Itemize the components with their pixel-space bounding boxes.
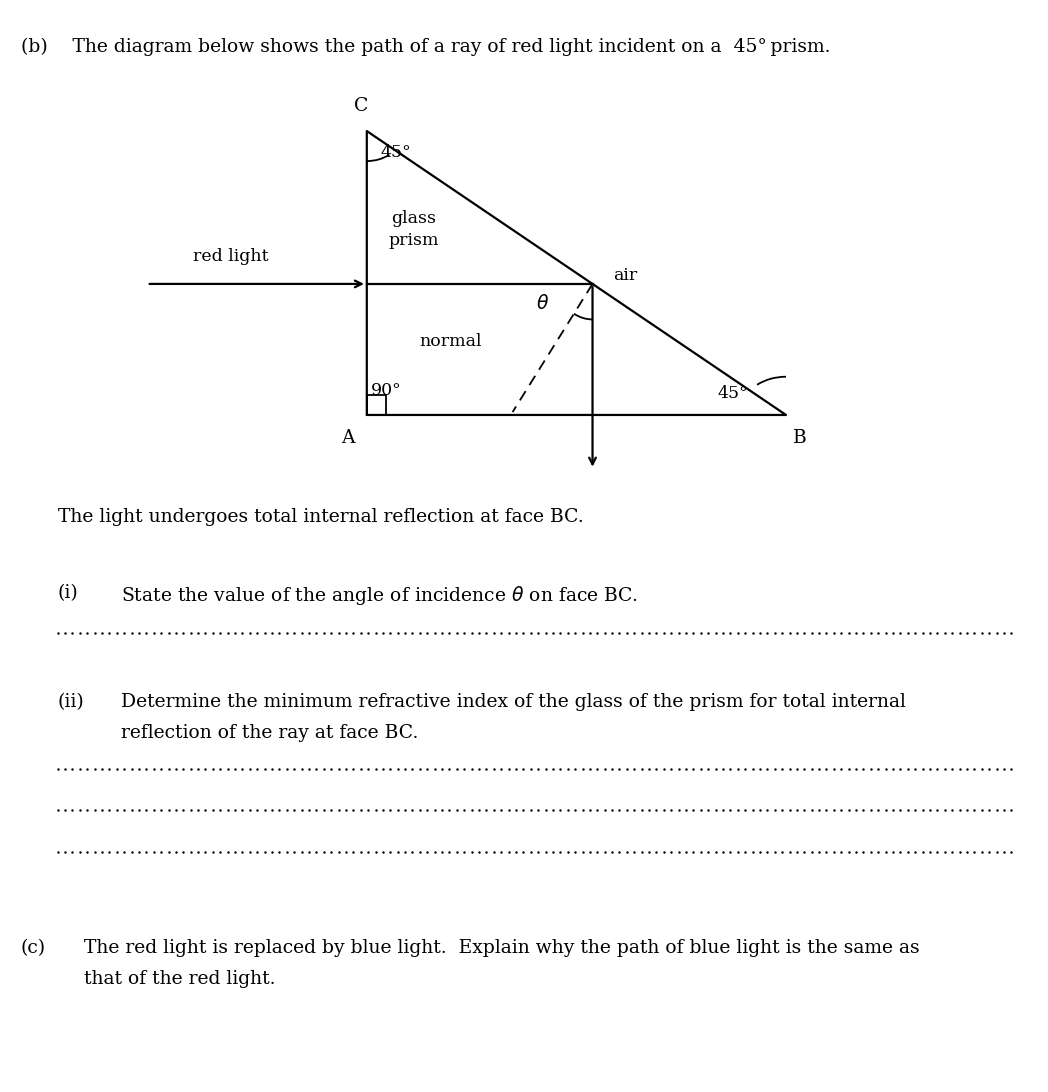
Text: (c): (c) [21,939,46,957]
Text: 45°: 45° [380,144,411,162]
Text: The light undergoes total internal reflection at face BC.: The light undergoes total internal refle… [58,508,584,525]
Text: (b)  The diagram below shows the path of a ray of red light incident on a  45° p: (b) The diagram below shows the path of … [21,38,830,57]
Text: glass
prism: glass prism [389,210,439,249]
Text: $\theta$: $\theta$ [537,294,549,313]
Text: 45°: 45° [718,384,748,402]
Text: The red light is replaced by blue light.  Explain why the path of blue light is : The red light is replaced by blue light.… [84,939,919,957]
Text: C: C [354,97,369,115]
Text: (i): (i) [58,584,79,602]
Text: Determine the minimum refractive index of the glass of the prism for total inter: Determine the minimum refractive index o… [121,693,905,711]
Text: B: B [793,429,807,447]
Text: normal: normal [419,333,482,351]
Text: A: A [341,429,354,447]
Text: reflection of the ray at face BC.: reflection of the ray at face BC. [121,724,418,741]
Text: State the value of the angle of incidence $\theta$ on face BC.: State the value of the angle of incidenc… [121,584,637,607]
Text: 90°: 90° [371,381,401,399]
Text: that of the red light.: that of the red light. [84,970,276,987]
Text: (ii): (ii) [58,693,85,711]
Text: air: air [613,266,637,284]
Text: red light: red light [193,248,268,265]
